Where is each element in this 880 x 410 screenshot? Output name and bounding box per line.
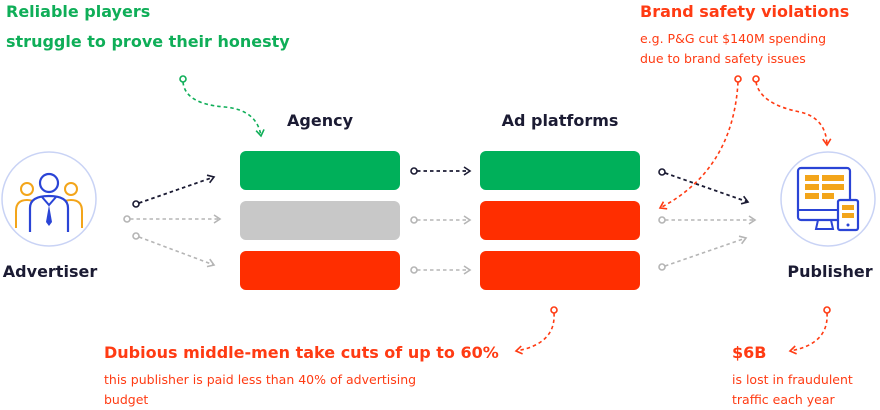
- agency-bar-red: [240, 251, 400, 290]
- brand-safety-line2: due to brand safety issues: [640, 51, 806, 66]
- platform-bar-green: [480, 151, 640, 190]
- platform-bar-red-2: [480, 251, 640, 290]
- middle-men-callout-arrow: [514, 306, 558, 355]
- middle-men-note: Dubious middle-men take cuts of up to 60…: [104, 343, 499, 410]
- fraud-line2: traffic each year: [732, 392, 835, 407]
- platform-to-publisher-arrows: [658, 168, 757, 271]
- middle-men-line1: this publisher is paid less than 40% of …: [104, 372, 417, 387]
- agency-bar-green: [240, 151, 400, 190]
- publisher-label: Publisher: [787, 262, 873, 281]
- middle-men-line2: budget: [104, 392, 149, 407]
- fraud-callout-arrow: [788, 306, 831, 355]
- brand-safety-note: Brand safety violations e.g. P&G cut $14…: [640, 2, 849, 69]
- fraud-note: $6B is lost in fraudulent traffic each y…: [732, 343, 853, 410]
- devices-icon: [780, 151, 876, 247]
- people-group-icon: [1, 151, 97, 247]
- brand-safety-line1: e.g. P&G cut $140M spending: [640, 31, 827, 46]
- agency-to-platform-arrows: [410, 166, 472, 275]
- agency-header: Agency: [287, 111, 353, 130]
- middle-men-title: Dubious middle-men take cuts of up to 60…: [104, 343, 499, 362]
- reliable-players-line2: struggle to prove their honesty: [6, 32, 290, 51]
- advertiser-label: Advertiser: [2, 262, 98, 281]
- brand-safety-callout-arrows: [658, 75, 832, 210]
- ad-platforms-header: Ad platforms: [501, 111, 619, 130]
- fraud-title: $6B: [732, 343, 767, 362]
- agency-bar-gray: [240, 201, 400, 240]
- brand-safety-title: Brand safety violations: [640, 2, 850, 21]
- honesty-callout-arrow: [179, 75, 265, 138]
- platform-bar-red-1: [480, 201, 640, 240]
- reliable-players-line1: Reliable players: [6, 2, 151, 21]
- fraud-line1: is lost in fraudulent: [732, 372, 853, 387]
- reliable-players-note: Reliable players struggle to prove their…: [6, 0, 290, 56]
- advertiser-to-agency-arrows: [123, 174, 222, 268]
